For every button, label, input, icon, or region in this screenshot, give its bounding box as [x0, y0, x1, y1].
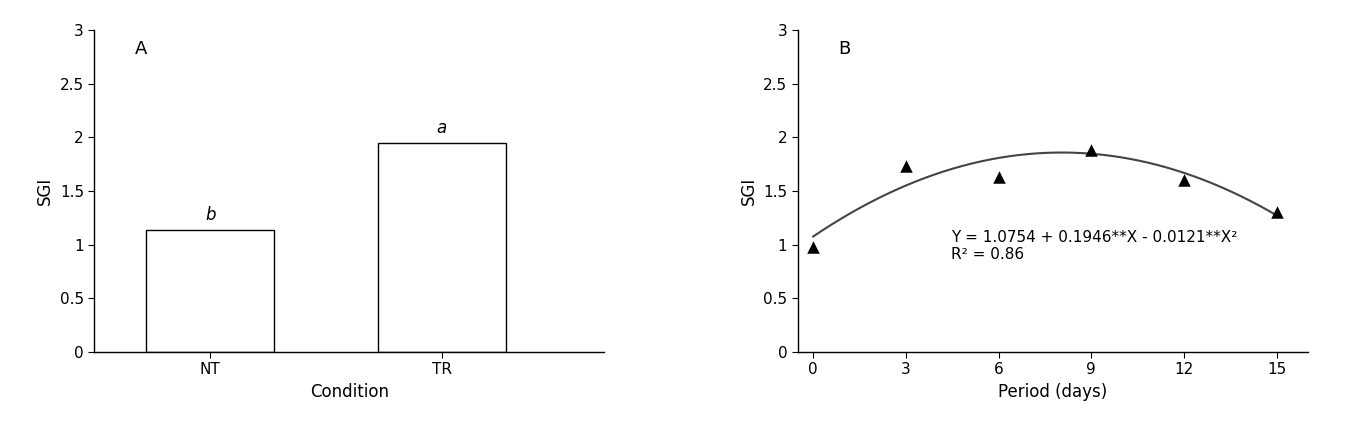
X-axis label: Condition: Condition [310, 383, 388, 401]
Text: b: b [205, 206, 216, 224]
Point [1173, 177, 1194, 184]
Text: a: a [437, 119, 448, 137]
Bar [147, 230, 274, 352]
Point [802, 243, 824, 250]
Y-axis label: SGI: SGI [36, 177, 54, 205]
Y-axis label: SGI: SGI [740, 177, 758, 205]
Text: Y = 1.0754 + 0.1946**X - 0.0121**X²
R² = 0.86: Y = 1.0754 + 0.1946**X - 0.0121**X² R² =… [950, 230, 1237, 262]
Text: A: A [135, 40, 147, 57]
Bar [379, 142, 506, 352]
Point [1081, 147, 1103, 154]
Point [988, 173, 1010, 180]
Point [1266, 209, 1287, 216]
X-axis label: Period (days): Period (days) [998, 383, 1107, 401]
Text: B: B [838, 40, 851, 57]
Point [895, 163, 917, 169]
